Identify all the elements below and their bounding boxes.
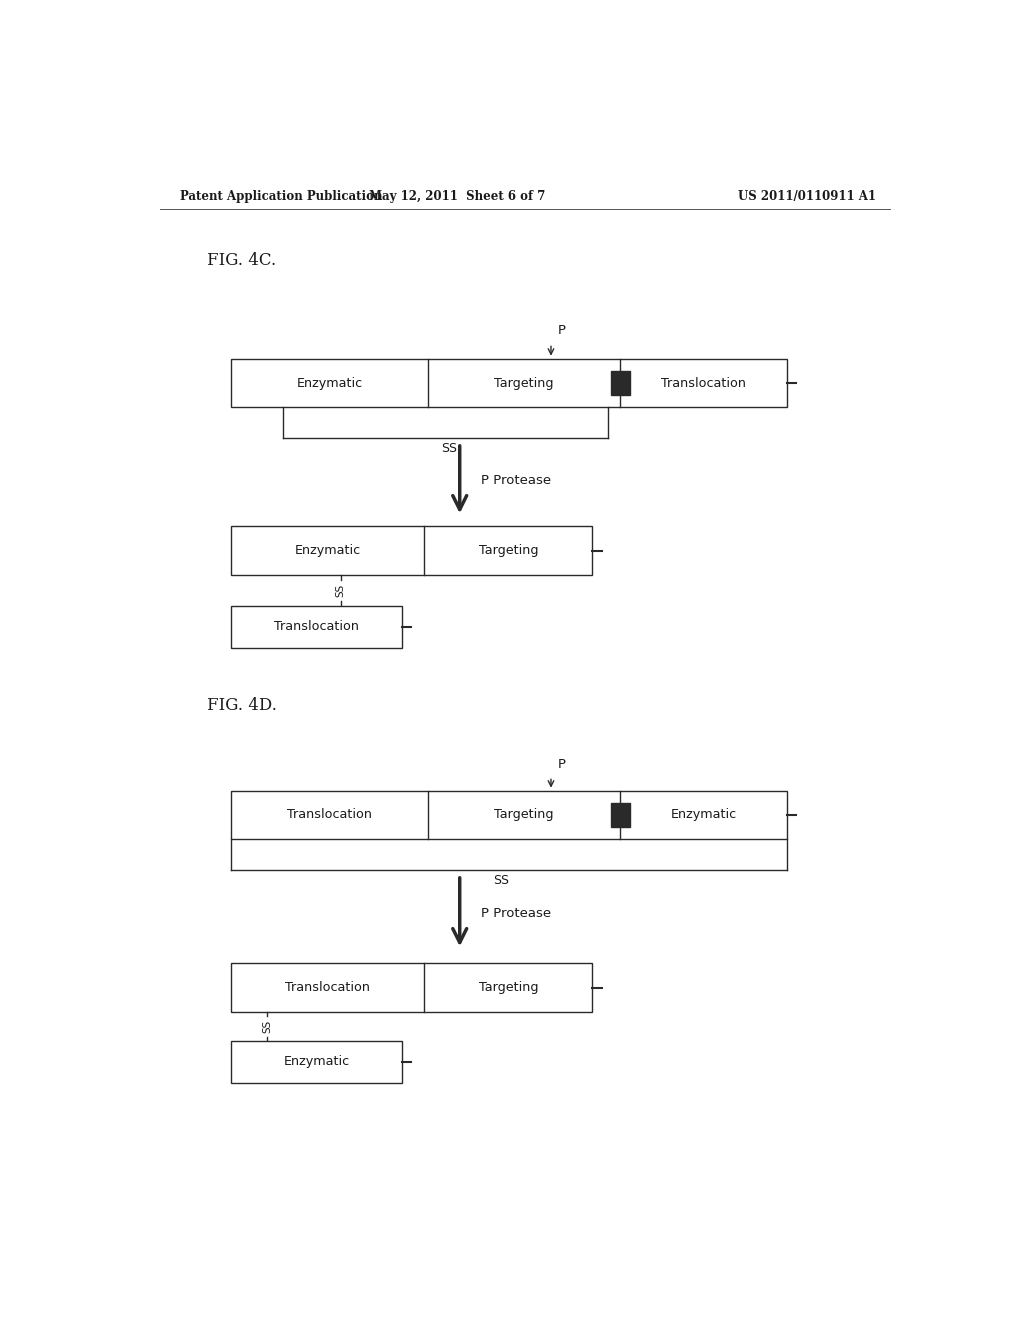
Bar <box>231 527 592 576</box>
Text: Enzymatic: Enzymatic <box>284 1056 349 1068</box>
Text: SS: SS <box>262 1020 272 1034</box>
Text: Enzymatic: Enzymatic <box>295 544 360 557</box>
Text: Targeting: Targeting <box>495 808 554 821</box>
Text: P: P <box>557 325 565 338</box>
Text: Translocation: Translocation <box>288 808 373 821</box>
Text: May 12, 2011  Sheet 6 of 7: May 12, 2011 Sheet 6 of 7 <box>370 190 546 202</box>
Text: P Protease: P Protease <box>481 474 551 487</box>
Text: P: P <box>557 758 565 771</box>
Text: Translocation: Translocation <box>286 981 371 994</box>
Bar <box>610 803 630 828</box>
Text: FIG. 4C.: FIG. 4C. <box>207 252 276 268</box>
Bar <box>231 1040 401 1084</box>
Text: Patent Application Publication: Patent Application Publication <box>179 190 382 202</box>
Bar <box>231 606 401 648</box>
Bar <box>610 371 630 395</box>
Text: SS: SS <box>336 583 346 597</box>
Text: Enzymatic: Enzymatic <box>297 376 362 389</box>
Text: US 2011/0110911 A1: US 2011/0110911 A1 <box>737 190 876 202</box>
Text: Enzymatic: Enzymatic <box>671 808 736 821</box>
Bar <box>231 964 592 1012</box>
Text: Targeting: Targeting <box>478 981 538 994</box>
Text: P Protease: P Protease <box>481 907 551 920</box>
Text: Translocation: Translocation <box>660 376 745 389</box>
Text: Targeting: Targeting <box>495 376 554 389</box>
Text: Targeting: Targeting <box>478 544 538 557</box>
Bar <box>231 359 786 408</box>
Text: SS: SS <box>493 874 509 887</box>
Bar <box>231 791 786 840</box>
Text: FIG. 4D.: FIG. 4D. <box>207 697 278 714</box>
Text: Translocation: Translocation <box>274 620 359 634</box>
Text: SS: SS <box>441 442 458 455</box>
